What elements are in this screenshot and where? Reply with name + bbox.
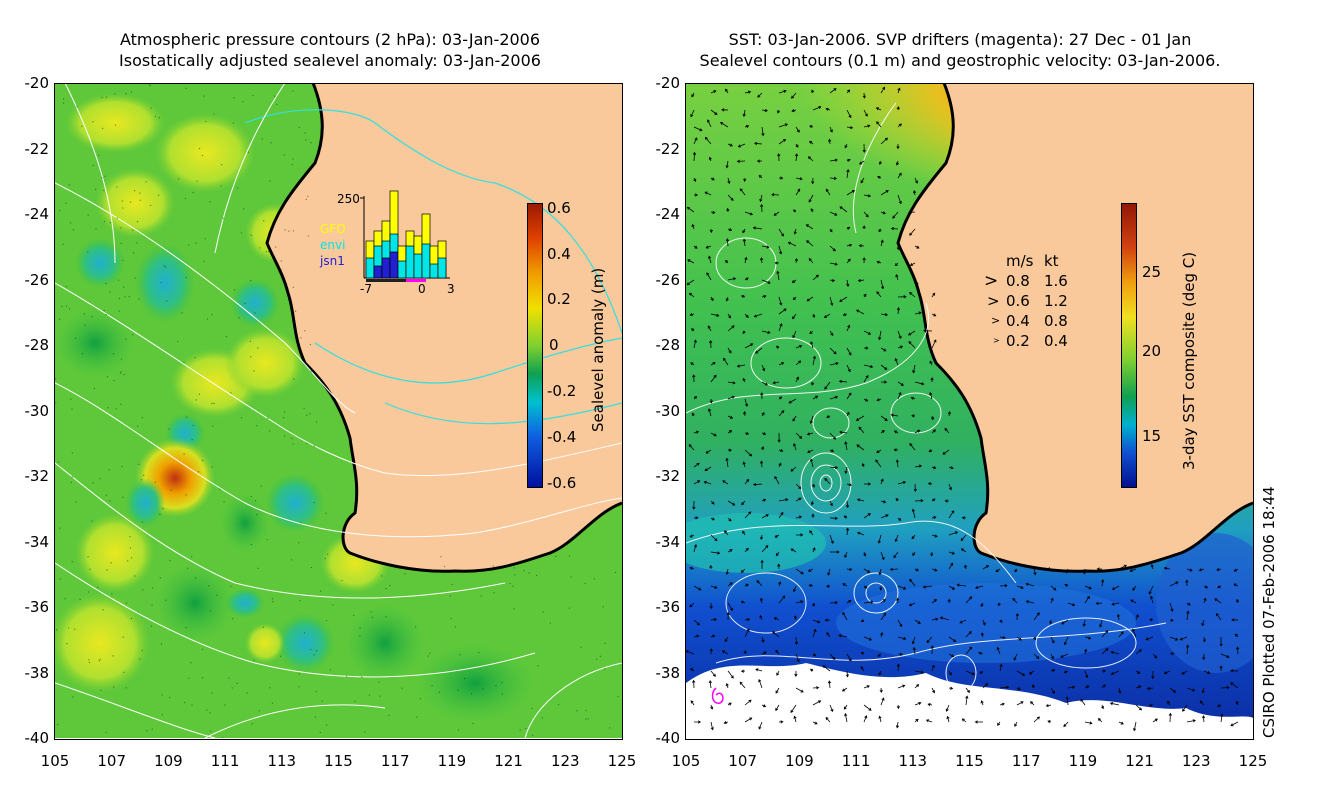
inset-legend-envi: envi bbox=[320, 238, 346, 252]
right-y-tick: -32 bbox=[655, 467, 681, 485]
right-x-tick: 105 bbox=[671, 752, 701, 770]
plot-footer: CSIRO Plotted 07-Feb-2006 18:44 bbox=[1260, 486, 1278, 738]
right-y-tick: -38 bbox=[655, 663, 681, 682]
right-y-tick: -26 bbox=[655, 270, 681, 289]
speed-legend-row: > 0.8 1.6 bbox=[984, 271, 1094, 291]
left-x-tick: 107 bbox=[97, 752, 126, 770]
left-x-tick: 115 bbox=[324, 752, 353, 770]
left-y-tick: -38 bbox=[24, 663, 50, 682]
right-y-tick: -28 bbox=[655, 336, 681, 354]
left-cb-tick-neg0.2: -0.2 bbox=[547, 382, 577, 400]
arrow-icon: > bbox=[984, 271, 999, 291]
arrow-icon: > bbox=[987, 292, 1000, 310]
right-x-tick: 125 bbox=[1238, 752, 1268, 770]
left-y-tick: -20 bbox=[24, 74, 50, 92]
inset-bars bbox=[360, 190, 450, 282]
speed-legend-row: > 0.6 1.2 bbox=[984, 291, 1094, 311]
left-axes-frame bbox=[54, 83, 623, 740]
left-cb-tick-0.6: 0.6 bbox=[547, 199, 571, 217]
left-y-tick: -40 bbox=[24, 729, 50, 747]
arrow-icon: > bbox=[991, 314, 1001, 327]
left-y-tick: -28 bbox=[24, 336, 50, 354]
inset-legend-jsn1: jsn1 bbox=[320, 254, 345, 268]
sealevel-colorbar bbox=[527, 203, 543, 488]
left-y-tick: -30 bbox=[24, 401, 50, 420]
left-x-tick: 113 bbox=[267, 752, 297, 770]
right-x-tick: 109 bbox=[785, 752, 814, 770]
left-cb-tick-neg0.6: -0.6 bbox=[547, 474, 577, 492]
right-x-tick: 117 bbox=[1011, 752, 1041, 770]
right-x-tick: 119 bbox=[1068, 752, 1098, 770]
speed-ms: 0.8 bbox=[1006, 272, 1030, 290]
left-cb-tick-0: 0 bbox=[549, 336, 559, 354]
right-y-tick: -20 bbox=[655, 74, 681, 92]
left-y-tick: -26 bbox=[24, 270, 50, 289]
altimeter-inset: 250 GFO envi jsn1 bbox=[300, 186, 460, 298]
speed-ms: 0.6 bbox=[1006, 292, 1030, 310]
left-x-tick: 109 bbox=[154, 752, 183, 770]
left-cb-tick-0.4: 0.4 bbox=[547, 245, 571, 263]
arrow-icon: > bbox=[993, 336, 1000, 345]
inset-x-label-start: -7 bbox=[360, 282, 372, 296]
left-y-tick: -36 bbox=[24, 598, 50, 616]
right-x-tick: 111 bbox=[841, 752, 871, 770]
left-x-tick: 111 bbox=[210, 752, 240, 770]
left-x-tick: 117 bbox=[380, 752, 410, 770]
right-x-tick: 113 bbox=[898, 752, 928, 770]
inset-x-label-zero: 0 bbox=[418, 282, 426, 296]
right-cb-tick-15: 15 bbox=[1142, 427, 1162, 445]
speed-ms: 0.4 bbox=[1006, 312, 1030, 330]
left-map: 250 GFO envi jsn1 bbox=[55, 83, 622, 738]
right-x-tick: 115 bbox=[955, 752, 984, 770]
left-x-tick: 123 bbox=[550, 752, 580, 770]
left-title-line2: Isostatically adjusted sealevel anomaly:… bbox=[119, 51, 541, 70]
speed-kt: 0.4 bbox=[1044, 332, 1068, 350]
speed-legend-row: > 0.4 0.8 bbox=[984, 311, 1094, 331]
inset-legend-gfo: GFO bbox=[320, 222, 346, 236]
speed-ms: 0.2 bbox=[1006, 332, 1030, 350]
left-x-tick: 119 bbox=[437, 752, 467, 770]
right-y-tick: -34 bbox=[655, 532, 681, 551]
left-y-tick: -34 bbox=[24, 532, 50, 551]
right-map: m/s kt > 0.8 1.6 > 0.6 1.2 > 0.4 0.8 > 0… bbox=[686, 83, 1253, 738]
right-y-tick: -30 bbox=[655, 401, 681, 420]
right-cb-tick-25: 25 bbox=[1142, 263, 1162, 281]
speed-legend-header-ms: m/s bbox=[1006, 252, 1034, 270]
right-x-tick: 121 bbox=[1125, 752, 1154, 770]
right-x-tick: 107 bbox=[728, 752, 757, 770]
inset-x-label-end: 3 bbox=[447, 282, 455, 296]
left-cb-tick-neg0.4: -0.4 bbox=[547, 428, 577, 446]
left-x-tick: 105 bbox=[40, 752, 70, 770]
speed-kt: 1.2 bbox=[1044, 292, 1068, 310]
speed-legend: m/s kt > 0.8 1.6 > 0.6 1.2 > 0.4 0.8 > 0… bbox=[984, 251, 1094, 351]
right-y-tick: -36 bbox=[655, 598, 681, 616]
speed-kt: 0.8 bbox=[1044, 312, 1068, 330]
right-y-tick: -24 bbox=[655, 205, 681, 223]
right-y-tick: -40 bbox=[655, 729, 681, 747]
left-cb-tick-0.2: 0.2 bbox=[547, 290, 571, 308]
left-y-tick: -32 bbox=[24, 467, 50, 485]
right-y-tick: -22 bbox=[655, 139, 681, 158]
speed-legend-row: > 0.2 0.4 bbox=[984, 331, 1094, 351]
right-x-tick: 123 bbox=[1181, 752, 1211, 770]
left-x-tick: 121 bbox=[494, 752, 523, 770]
sst-colorbar bbox=[1121, 203, 1137, 488]
left-title-line1: Atmospheric pressure contours (2 hPa): 0… bbox=[119, 30, 541, 49]
right-title-line2: Sealevel contours (0.1 m) and geostrophi… bbox=[699, 51, 1221, 70]
speed-legend-header-kt: kt bbox=[1044, 252, 1059, 270]
right-cb-tick-20: 20 bbox=[1142, 342, 1162, 360]
right-title-line1: SST: 03-Jan-2006. SVP drifters (magenta)… bbox=[728, 30, 1192, 49]
right-axes-frame bbox=[685, 83, 1254, 740]
left-x-tick: 125 bbox=[607, 752, 637, 770]
left-y-tick: -22 bbox=[24, 139, 50, 158]
inset-ymax-label: 250 bbox=[337, 192, 360, 206]
left-y-tick: -24 bbox=[24, 205, 50, 223]
speed-kt: 1.6 bbox=[1044, 272, 1068, 290]
